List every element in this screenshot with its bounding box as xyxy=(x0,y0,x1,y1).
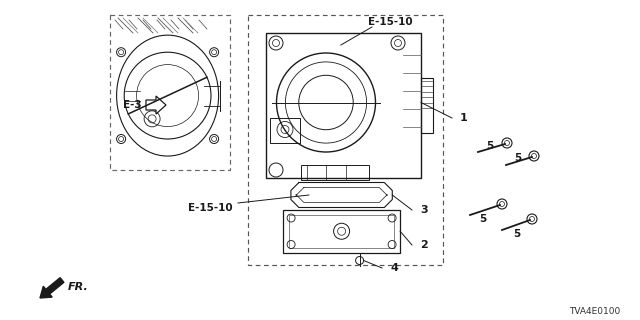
Text: E-15-10: E-15-10 xyxy=(368,17,412,27)
Text: 5: 5 xyxy=(515,153,522,163)
FancyArrow shape xyxy=(40,278,64,298)
Text: 3: 3 xyxy=(420,205,428,215)
Text: 5: 5 xyxy=(486,141,493,151)
Bar xyxy=(421,77,433,132)
Bar xyxy=(248,15,443,265)
Text: 5: 5 xyxy=(513,229,520,239)
Bar xyxy=(270,117,300,142)
Text: 2: 2 xyxy=(420,240,428,250)
Text: FR.: FR. xyxy=(68,282,89,292)
Text: 5: 5 xyxy=(479,214,486,224)
Bar xyxy=(289,215,394,247)
Text: E-3: E-3 xyxy=(124,100,142,110)
Polygon shape xyxy=(146,96,166,114)
Bar xyxy=(301,165,369,180)
Bar xyxy=(266,33,421,178)
Text: 1: 1 xyxy=(460,113,468,123)
Bar xyxy=(110,15,230,170)
Text: E-15-10: E-15-10 xyxy=(188,203,232,213)
Bar xyxy=(283,210,400,252)
Text: TVA4E0100: TVA4E0100 xyxy=(569,308,620,316)
Text: 4: 4 xyxy=(390,263,398,273)
